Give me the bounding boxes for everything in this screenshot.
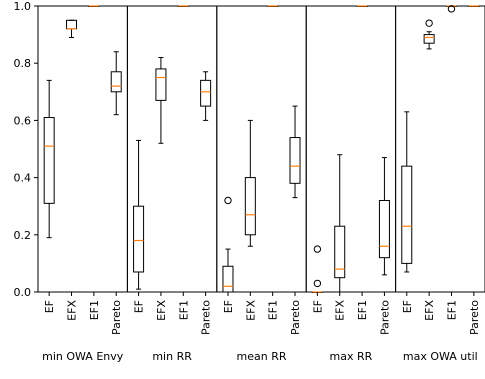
y-tick-label: 0.2 [14, 229, 32, 242]
box-pareto [468, 5, 480, 7]
box-efx [423, 19, 435, 50]
box-rect [222, 265, 234, 293]
x-tick-label: EFX [66, 300, 79, 321]
x-tick-label: Pareto [110, 300, 123, 335]
panel: EF EFX EF1 Pareto max OWA util [395, 5, 485, 363]
flier-point [313, 245, 322, 253]
x-tick-label: Pareto [378, 300, 391, 335]
box-rect [289, 137, 301, 184]
panel: EF EFX EF1 Pareto max RR [305, 5, 397, 363]
box-efx [66, 19, 78, 38]
box-rect [401, 165, 413, 264]
flier-point [313, 279, 322, 288]
panel-label: min RR [152, 350, 192, 363]
panel-label: mean RR [237, 350, 287, 363]
x-tick-label: EFX [423, 300, 436, 321]
x-tick-label: EF1 [88, 300, 101, 320]
y-tick-label: 1.0 [14, 0, 32, 13]
box-rect [423, 34, 435, 44]
box-rect [200, 79, 212, 107]
y-tick-label: 0.4 [14, 172, 32, 185]
x-tick-label: EF1 [356, 300, 369, 320]
panels-layer: EF EFX EF1 Pareto min OWA Envy EF EFX EF1 Pareto… [37, 5, 485, 363]
box-ef1 [267, 5, 279, 7]
box-pareto [110, 51, 122, 116]
box-ef [43, 79, 55, 239]
box-rect [244, 177, 256, 236]
panel: EF EFX EF1 Pareto min OWA Envy [37, 5, 128, 363]
x-tick-label: EF [401, 300, 414, 313]
x-tick-label: EF [43, 300, 56, 313]
x-tick-label: EF1 [267, 300, 280, 320]
panel-label: min OWA Envy [42, 350, 124, 363]
x-tick-label: Pareto [468, 300, 481, 335]
box-ef [222, 196, 234, 293]
y-tick-label: 0.8 [14, 57, 32, 70]
box-rect [378, 199, 390, 259]
flier-point [425, 19, 433, 27]
box-rect [133, 205, 145, 273]
box-rect [155, 68, 167, 101]
y-tick-label: 0.6 [14, 114, 32, 127]
box-ef [401, 111, 413, 273]
panel: EF EFX EF1 Pareto mean RR [216, 5, 307, 363]
x-tick-label: EF1 [177, 300, 190, 320]
panel-frame [305, 5, 397, 293]
box-ef1 [356, 5, 368, 7]
panel-label: max RR [330, 350, 373, 363]
box-ef [311, 245, 323, 293]
axes-layer: 0.0 0.2 0.4 0.6 0.8 1.0 [14, 0, 38, 299]
x-tick-label: EF [133, 300, 146, 313]
x-tick-label: EFX [334, 300, 347, 321]
panel-frame [37, 5, 128, 293]
panel-label: max OWA util [403, 350, 478, 363]
x-tick-label: Pareto [200, 300, 213, 335]
x-tick-label: Pareto [289, 300, 302, 335]
box-ef [133, 139, 145, 290]
box-rect [110, 71, 122, 93]
flier-point [224, 196, 232, 205]
x-tick-label: EFX [155, 300, 168, 321]
x-tick-label: EF [311, 300, 324, 313]
panel: EF EFX EF1 Pareto min RR [126, 5, 218, 363]
x-tick-label: EF [222, 300, 235, 313]
box-pareto [289, 105, 301, 199]
box-efx [334, 154, 346, 293]
box-rect [43, 117, 55, 204]
box-pareto [200, 71, 212, 121]
box-ef1 [88, 5, 100, 7]
box-efx [244, 119, 256, 247]
box-pareto [378, 157, 390, 276]
box-ef1 [445, 5, 457, 13]
x-tick-label: EFX [244, 300, 257, 321]
box-rect [66, 19, 78, 30]
panel-frame [126, 5, 218, 293]
panel-frame [395, 5, 485, 293]
flier-point [447, 5, 456, 13]
x-tick-label: EF1 [445, 300, 458, 320]
box-efx [155, 56, 167, 144]
box-rect [334, 225, 346, 279]
y-tick-label: 0.0 [14, 286, 32, 299]
box-ef1 [177, 5, 189, 7]
